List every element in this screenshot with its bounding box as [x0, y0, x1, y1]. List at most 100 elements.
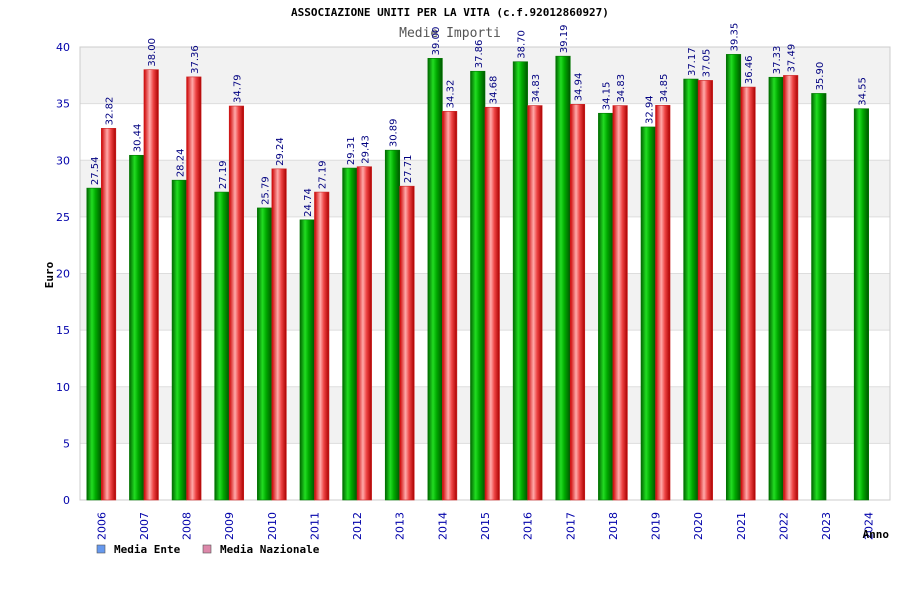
- bar-media-nazionale: [612, 105, 628, 501]
- data-label: 30.44: [133, 124, 144, 153]
- bar-media-ente: [598, 112, 614, 501]
- x-tick-label: 2016: [522, 512, 535, 540]
- bar-media-nazionale: [101, 128, 117, 501]
- y-tick-label: 25: [56, 211, 70, 224]
- bar-media-nazionale: [356, 166, 372, 501]
- bar-media-nazionale: [271, 168, 287, 501]
- y-tick-label: 30: [56, 154, 70, 167]
- x-tick-label: 2008: [181, 512, 194, 540]
- x-tick-label: 2011: [308, 512, 321, 540]
- bar-media-ente: [768, 76, 784, 501]
- chart-title: ASSOCIAZIONE UNITI PER LA VITA (c.f.9201…: [291, 6, 609, 19]
- data-label: 34.55: [857, 77, 868, 106]
- bar-media-nazionale: [143, 69, 159, 501]
- data-label: 29.31: [346, 136, 357, 165]
- data-labels: 27.54 32.82 30.44 38.00 28.24 37.36 27.19 34.79…: [90, 23, 868, 217]
- bar-media-nazionale: [399, 185, 415, 501]
- data-label: 35.90: [815, 62, 826, 91]
- x-tick-label: 2018: [607, 512, 620, 540]
- data-label: 27.54: [90, 156, 101, 185]
- data-label: 32.82: [105, 97, 116, 126]
- bar-media-ente: [683, 78, 699, 501]
- y-tick-label: 15: [56, 324, 70, 337]
- x-tick-label: 2013: [394, 512, 407, 540]
- data-label: 34.15: [602, 82, 613, 111]
- data-label: 34.79: [232, 74, 243, 103]
- data-label: 39.19: [559, 25, 570, 54]
- x-tick-label: 2023: [820, 512, 833, 540]
- x-tick-label: 2022: [777, 512, 790, 540]
- x-axis-label: Anno: [863, 528, 890, 541]
- bar-media-ente: [86, 187, 102, 501]
- x-axis: 2006 2007 2008 2009 2010 2011 2012 2013 2014 2015…: [95, 512, 875, 540]
- bar-media-ente: [257, 207, 273, 501]
- bar-media-nazionale: [783, 75, 799, 501]
- x-tick-label: 2007: [138, 512, 151, 540]
- y-tick-label: 10: [56, 381, 70, 394]
- bar-media-ente: [427, 58, 443, 501]
- data-label: 37.05: [701, 49, 712, 78]
- bar-media-nazionale: [186, 76, 202, 501]
- bar-media-nazionale: [314, 191, 330, 501]
- y-tick-label: 0: [63, 494, 70, 507]
- bar-media-ente: [384, 149, 401, 501]
- data-label: 37.49: [787, 44, 798, 73]
- bar-media-ente: [129, 154, 145, 501]
- bar-media-ente: [470, 70, 486, 501]
- x-tick-label: 2010: [266, 512, 279, 540]
- chart-subtitle: Medie Importi: [399, 26, 501, 41]
- bar-media-ente: [512, 61, 528, 501]
- bar-media-nazionale: [569, 104, 586, 501]
- data-label: 38.00: [147, 38, 158, 67]
- data-label: 29.24: [275, 137, 286, 166]
- data-label: 27.19: [318, 160, 329, 189]
- x-tick-label: 2015: [479, 512, 492, 540]
- legend-swatch: [96, 544, 106, 554]
- legend-entry: Media Ente: [114, 543, 181, 556]
- bar-media-nazionale: [655, 105, 671, 501]
- data-label: 38.70: [516, 30, 527, 59]
- data-label: 28.24: [175, 149, 186, 178]
- legend: Media Ente Media Nazionale: [96, 543, 320, 556]
- bar-media-ente: [640, 126, 656, 501]
- y-axis: 0 5 10 15 20 25 30 35 40: [56, 41, 70, 507]
- bar-media-ente: [853, 108, 869, 501]
- y-axis-label: Euro: [43, 261, 56, 288]
- data-label: 37.33: [772, 46, 783, 75]
- x-tick-label: 2012: [351, 512, 364, 540]
- data-label: 25.79: [261, 176, 272, 205]
- x-tick-label: 2020: [692, 512, 705, 540]
- bar-media-ente: [555, 55, 571, 501]
- data-label: 37.86: [474, 40, 485, 69]
- y-tick-label: 5: [63, 437, 70, 450]
- bar-media-ente: [811, 93, 827, 501]
- data-label: 32.94: [644, 95, 655, 124]
- x-tick-label: 2014: [436, 512, 449, 540]
- x-tick-label: 2009: [223, 512, 236, 540]
- data-label: 34.68: [488, 76, 499, 105]
- bar-media-ente: [342, 167, 358, 501]
- data-label: 36.46: [744, 55, 755, 84]
- data-label: 34.83: [531, 74, 542, 103]
- bar-media-nazionale: [740, 86, 756, 501]
- x-tick-label: 2019: [650, 512, 663, 540]
- data-label: 34.94: [574, 73, 585, 102]
- data-label: 39.35: [730, 23, 741, 52]
- data-label: 24.74: [303, 188, 314, 217]
- y-tick-label: 35: [56, 98, 70, 111]
- bar-media-nazionale: [697, 80, 713, 501]
- bar-media-nazionale: [484, 106, 500, 501]
- data-label: 37.36: [190, 45, 201, 74]
- data-label: 27.19: [218, 160, 229, 189]
- data-label: 27.71: [403, 155, 414, 184]
- data-label: 30.89: [388, 119, 399, 148]
- bar-media-ente: [725, 54, 742, 501]
- bar-media-ente: [299, 219, 315, 501]
- y-tick-label: 20: [56, 268, 70, 281]
- data-label: 34.85: [659, 74, 670, 103]
- bar-media-nazionale: [442, 111, 458, 501]
- x-tick-label: 2021: [735, 512, 748, 540]
- bars: [86, 54, 869, 501]
- x-tick-label: 2017: [564, 512, 577, 540]
